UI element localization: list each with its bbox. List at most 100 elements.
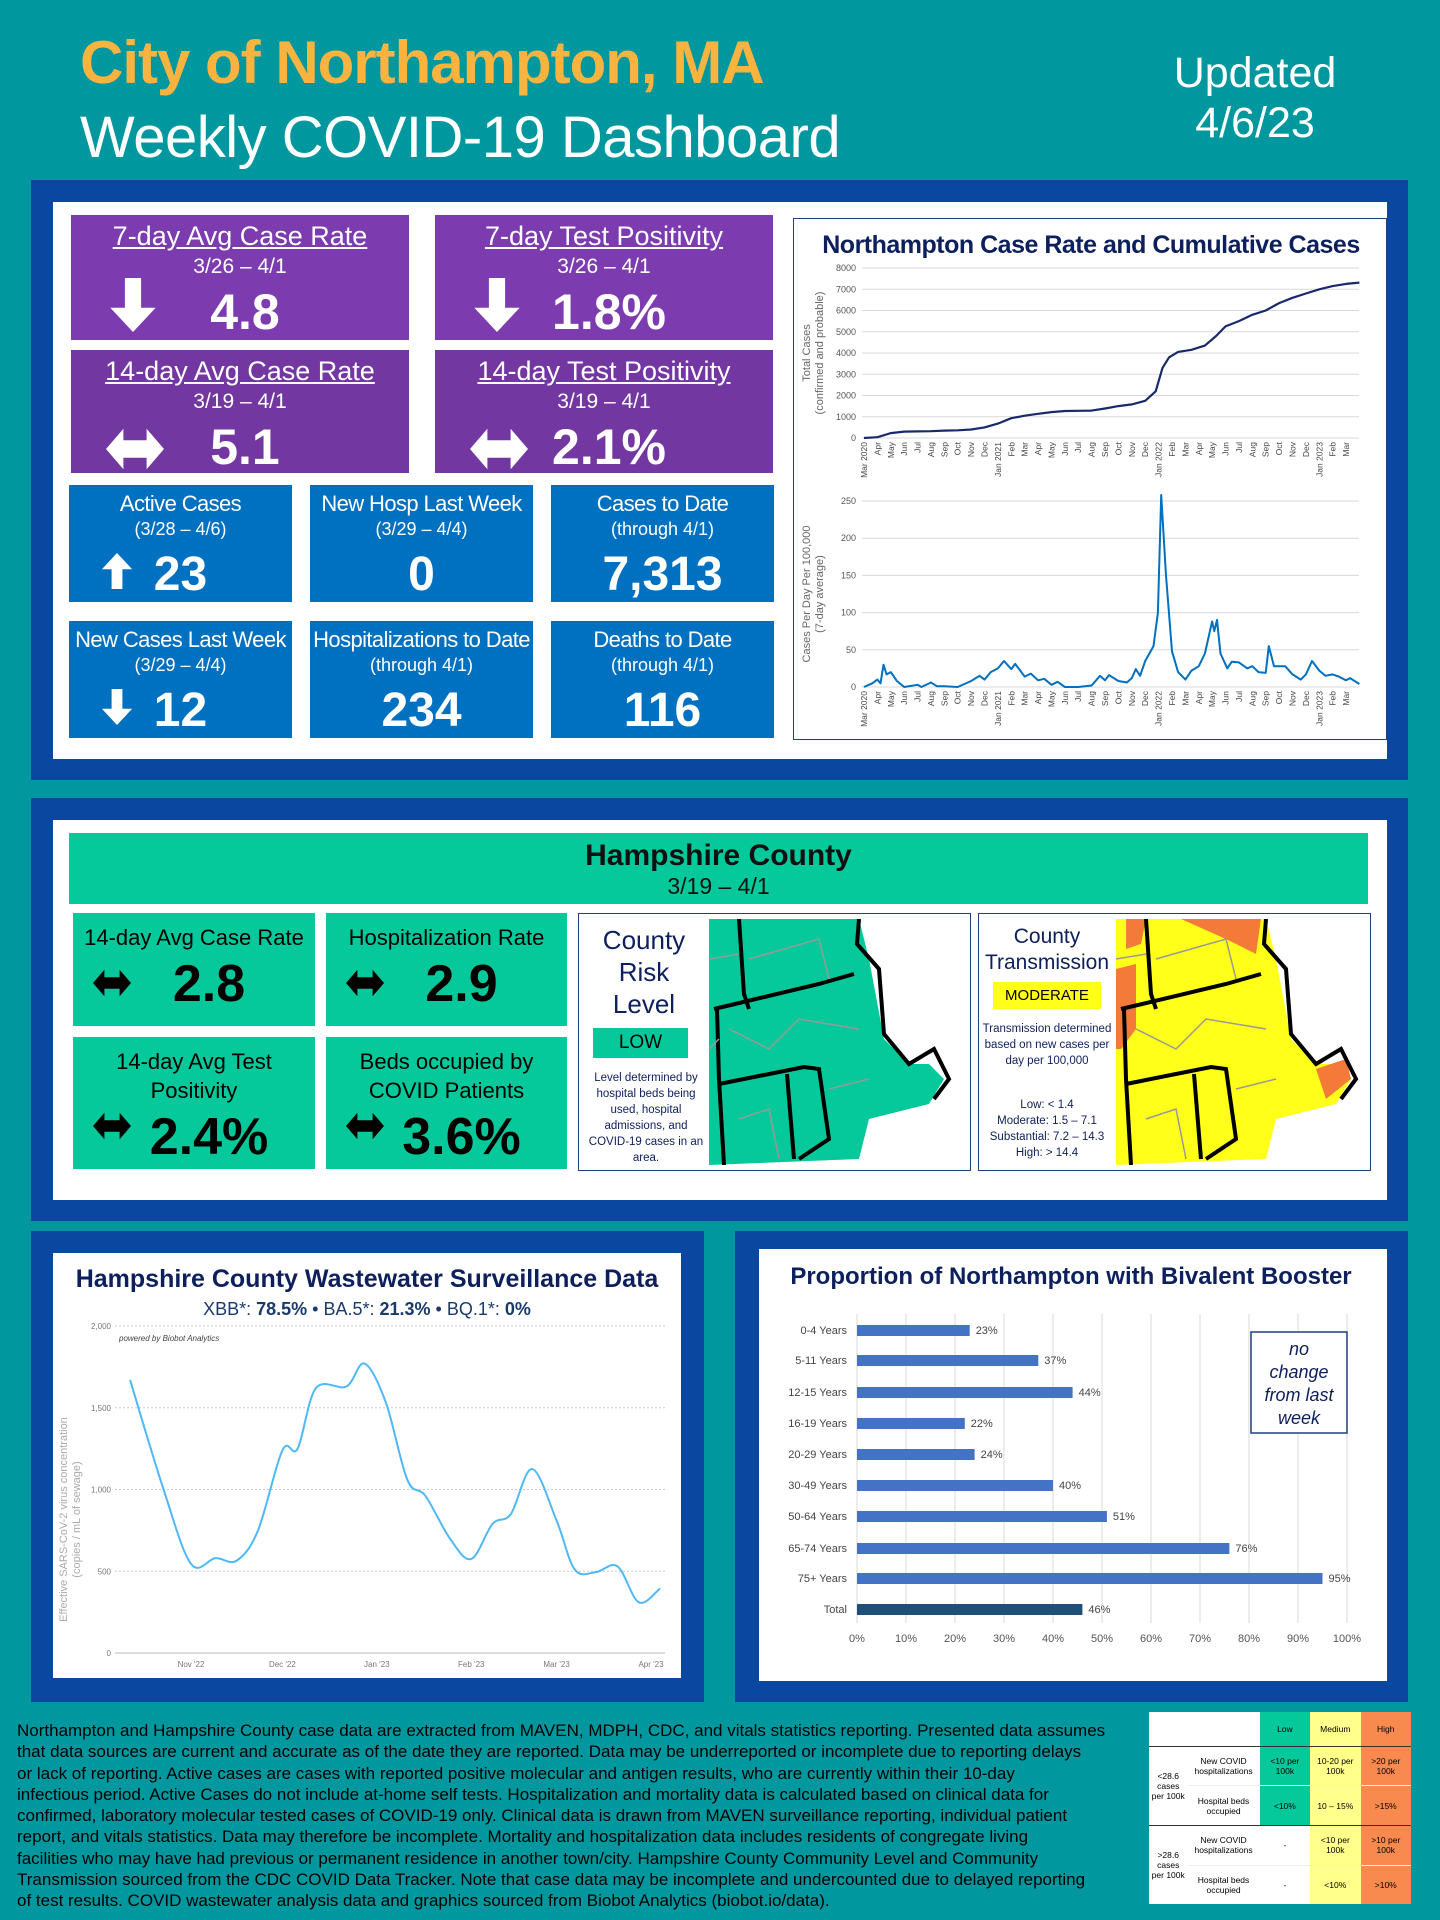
y-tick-label: 100 [841,608,856,618]
category-label: 0-4 Years [801,1325,848,1337]
legend-cell: >20 per 100k [1360,1746,1411,1786]
county-metric-value: 2.9 [425,955,498,1013]
x-tick-label: Apr [1033,691,1043,704]
metric-dates: 3/19 – 4/1 [557,390,651,413]
y-tick-label: 1,500 [91,1404,112,1413]
y-tick-label: 6000 [836,306,856,316]
legend-cell: >10% [1360,1865,1411,1904]
risk-title: County Risk Level [579,924,709,1020]
county-metric-card: 14-day Avg Test Positivity 2.4% [73,1037,315,1169]
x-tick-label: Aug [1087,691,1097,706]
x-tick-label: Oct [1274,690,1284,704]
x-tick-label: Jun [1060,691,1070,705]
risk-title-line: Level [612,989,676,1019]
county-metric-title: Beds occupied by COVID Patients [359,1049,534,1103]
x-tick-label: Jan '23 [364,1660,390,1669]
bar [857,1387,1073,1398]
booster-bar-chart: Proportion of Northampton with Bivalent … [788,1263,1361,1645]
x-tick-label: Jan 2023 [1314,691,1324,726]
case-chart-title: Northampton Case Rate and Cumulative Cas… [822,231,1359,259]
x-tick-label: Feb [1167,691,1177,706]
count-dates: (through 4/1) [610,519,715,539]
legend-blank [1187,1712,1259,1746]
x-tick-label: 80% [1238,1633,1260,1645]
x-tick-label: Aug [926,442,936,457]
disclaimer-line: or lack of reporting. Active cases are c… [17,1763,1015,1783]
metric-title[interactable]: 7-day Avg Case Rate [112,221,368,251]
legend-metric: Hospital beds occupied [1197,1795,1250,1816]
y-tick-label: 0 [851,682,856,692]
y-axis-label: (7-day average) [814,555,826,633]
x-tick-label: Nov [1287,441,1297,457]
metric-title[interactable]: 7-day Test Positivity [484,221,724,251]
legend-metric: New COVID hospitalizations [1194,1835,1253,1856]
x-tick-label: Apr [872,442,882,455]
bar [857,1355,1039,1366]
disclaimer-line: Transmission sourced from the CDC COVID … [17,1870,1086,1890]
county-metric-title: 14-day Avg Case Rate [84,925,304,950]
metric-dates: 3/19 – 4/1 [193,390,287,413]
x-tick-label: Jun [899,442,909,456]
x-tick-label: Feb [1006,442,1016,457]
x-tick-label: Aug [926,691,936,706]
legend-metric: New COVID hospitalizations [1194,1755,1253,1776]
wastewater-title: Hampshire County Wastewater Surveillance… [76,1265,660,1293]
x-tick-label: May [1046,690,1056,707]
legend-row: >28.6 cases per 100k New COVID hospitaliz… [1149,1825,1411,1904]
county-metric-card: Hospitalization Rate 2.9 [326,913,567,1026]
threshold-substantial: Substantial: 7.2 – 14.3 [989,1131,1105,1143]
x-tick-label: Sep [1261,691,1271,706]
count-value: 12 [153,684,208,737]
risk-level-badge: LOW [593,1028,688,1058]
risk-note: Level determined by hospital beds being … [588,1072,704,1164]
legend-cell: <10 per 100k [1310,1825,1361,1866]
x-tick-label: Aug [1247,442,1257,457]
transmission-county-map [1116,919,1359,1165]
x-tick-label: May [1207,441,1217,458]
city-metric-card: 14-day Test Positivity 3/19 – 4/1 2.1% [435,350,773,475]
x-tick-label: Jan 2023 [1314,442,1324,477]
x-tick-label: Sep [1100,442,1110,457]
x-tick-label: Feb [1328,691,1338,706]
x-tick-label: 30% [993,1633,1015,1645]
y-tick-label: 150 [841,570,856,580]
count-value: 0 [408,548,435,601]
x-tick-label: Mar [1020,442,1030,457]
disclaimer-line: report, and vitals statistics. Data may … [17,1827,1029,1847]
transmission-note: Transmission determined based on new cas… [982,1023,1112,1067]
x-tick-label: Nov [1287,690,1297,706]
threshold-high: High: > 14.4 [1015,1147,1079,1159]
category-label: Total [824,1604,847,1616]
city-count-card: Cases to Date (through 4/1) 7,313 [551,485,774,602]
x-tick-label: Jul [913,442,923,453]
variant-label: XBB*: [203,1299,256,1319]
data-label: 22% [971,1418,993,1430]
metric-title[interactable]: 14-day Test Positivity [477,356,731,386]
left-right-arrow-icon [346,969,384,997]
x-tick-label: Dec [980,441,990,457]
bar [857,1449,975,1460]
biobot-credit: powered by Biobot Analytics [118,1334,219,1343]
county-metric-title: Hospitalization Rate [348,925,545,950]
x-tick-label: May [1046,441,1056,458]
x-tick-label: Oct [1274,441,1284,455]
y-axis-label: (copies / mL of sewage) [71,1461,83,1577]
category-label: 65-74 Years [788,1543,847,1555]
x-tick-label: Aug [1087,442,1097,457]
y-tick-label: 2000 [836,391,856,401]
updated-value: 4/6/23 [1195,99,1315,147]
y-tick-label: 8000 [836,263,856,273]
x-tick-label: 10% [895,1633,917,1645]
variant-value: 78.5% [256,1299,307,1319]
count-value: 23 [153,548,208,601]
metric-value: 1.8% [552,284,666,340]
threshold-moderate: Moderate: 1.5 – 7.1 [997,1115,1097,1127]
city-count-card: Deaths to Date (through 4/1) 116 [551,621,774,738]
x-tick-label: Dec [1301,690,1311,706]
disclaimer-line: Northampton and Hampshire County case da… [17,1721,1106,1740]
updated-label: Updated [1173,49,1337,97]
count-dates: (3/29 – 4/4) [134,655,227,675]
legend-cell: <10 per 100k [1259,1746,1311,1786]
metric-title[interactable]: 14-day Avg Case Rate [105,356,375,386]
count-dates: (through 4/1) [369,655,474,675]
